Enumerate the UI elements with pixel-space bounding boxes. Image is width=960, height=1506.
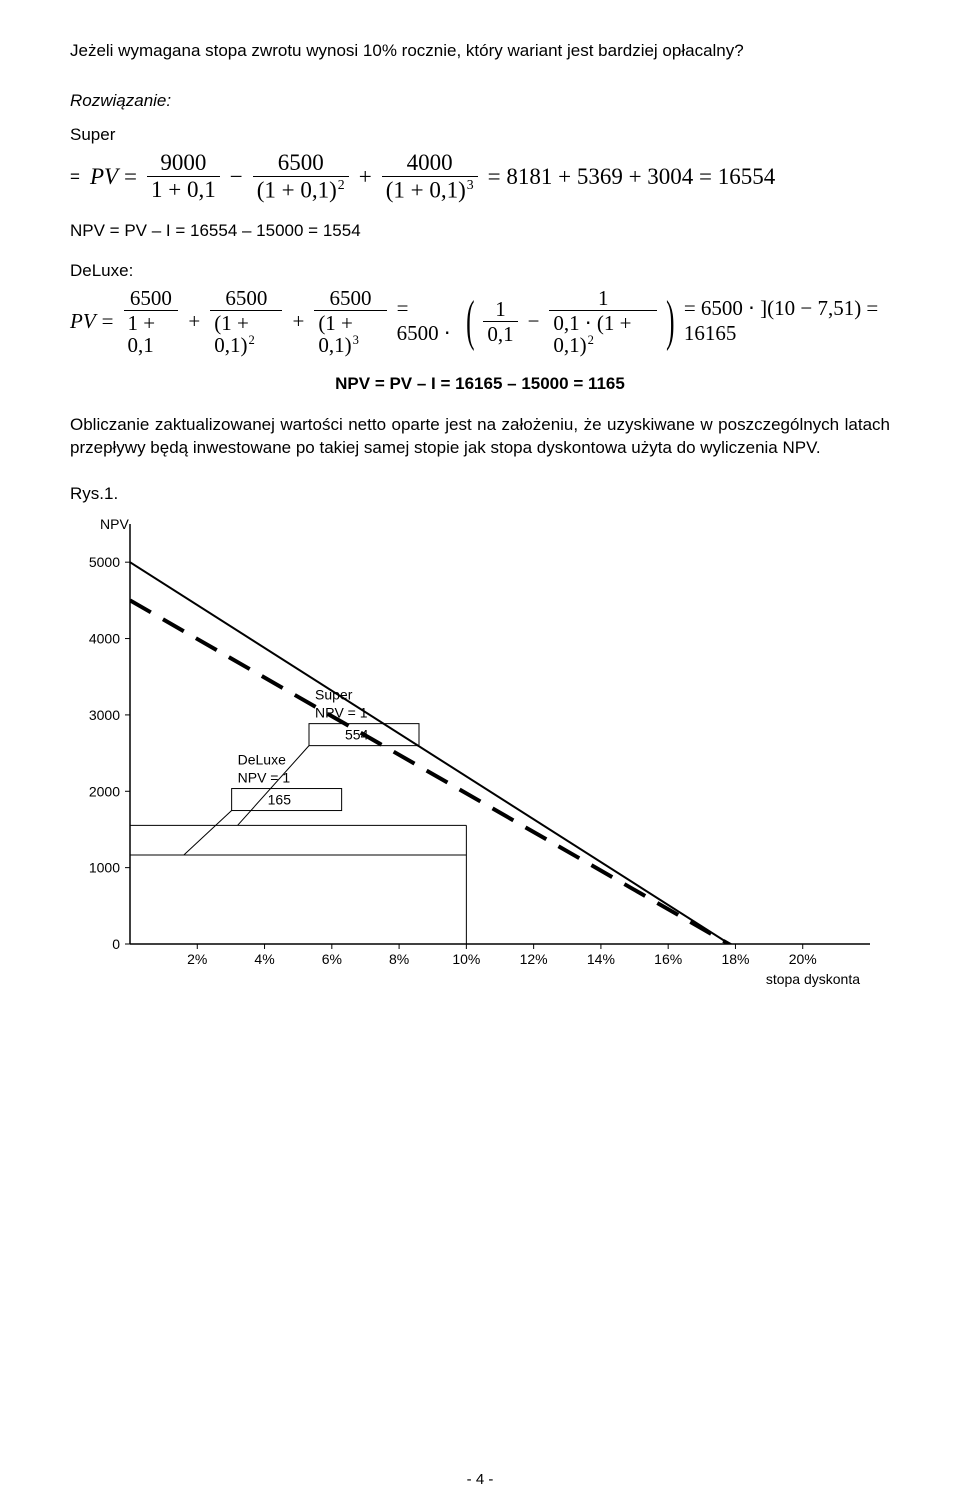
equation-super: = PV = 9000 1 + 0,1 − 6500 (1 + 0,1)2 + … <box>70 151 890 203</box>
eq1-pv: PV <box>90 164 118 190</box>
page-footer: - 4 - <box>0 1471 960 1488</box>
svg-text:5000: 5000 <box>89 554 120 570</box>
svg-text:stopa dyskonta: stopa dyskonta <box>766 971 860 987</box>
svg-text:4%: 4% <box>254 951 274 967</box>
right-bracket-icon: ) <box>666 299 674 344</box>
svg-text:8%: 8% <box>389 951 409 967</box>
svg-text:NPV: NPV <box>100 516 129 532</box>
intro-text: Jeżeli wymagana stopa zwrotu wynosi 10% … <box>70 40 890 63</box>
svg-text:2%: 2% <box>187 951 207 967</box>
eq1-tail: = 8181 + 5369 + 3004 = 16554 <box>488 164 776 190</box>
figure-label: Rys.1. <box>70 484 890 504</box>
svg-text:Super: Super <box>315 687 353 703</box>
left-bracket-icon: ( <box>466 299 474 344</box>
super-label: Super <box>70 125 890 145</box>
eq1-frac1: 9000 1 + 0,1 <box>147 151 220 202</box>
solve-heading: Rozwiązanie: <box>70 91 890 111</box>
svg-text:554: 554 <box>345 727 369 743</box>
npv-line-2: NPV = PV – I = 16165 – 15000 = 1165 <box>70 374 890 394</box>
eq1-frac3: 4000 (1 + 0,1)3 <box>382 151 478 203</box>
svg-text:DeLuxe: DeLuxe <box>238 751 286 767</box>
svg-text:0: 0 <box>112 936 120 952</box>
eq1-lead: = <box>70 167 80 187</box>
eq1-eq: = <box>124 164 137 190</box>
npv-chart: 0 1000 2000 3000 4000 5000 2% 4% 6% 8% 10% 12% 14% 16… <box>70 514 890 999</box>
svg-text:14%: 14% <box>587 951 615 967</box>
svg-text:20%: 20% <box>789 951 817 967</box>
svg-text:2000: 2000 <box>89 783 120 799</box>
svg-text:6%: 6% <box>322 951 342 967</box>
svg-text:NPV = 1: NPV = 1 <box>315 705 368 721</box>
deluxe-label: DeLuxe: <box>70 261 890 281</box>
eq1-frac2: 6500 (1 + 0,1)2 <box>253 151 349 203</box>
svg-text:3000: 3000 <box>89 707 120 723</box>
svg-text:16%: 16% <box>654 951 682 967</box>
svg-text:165: 165 <box>268 791 292 807</box>
svg-text:4000: 4000 <box>89 630 120 646</box>
svg-text:10%: 10% <box>452 951 480 967</box>
svg-text:12%: 12% <box>520 951 548 967</box>
npv-line-1: NPV = PV – I = 16554 – 15000 = 1554 <box>70 221 890 241</box>
svg-text:NPV = 1: NPV = 1 <box>238 769 291 785</box>
paragraph-text: Obliczanie zaktualizowanej wartości nett… <box>70 414 890 460</box>
equation-deluxe: PV = 6500 1 + 0,1 + 6500 (1 + 0,1)2 + 65… <box>70 287 890 356</box>
svg-text:1000: 1000 <box>89 860 120 876</box>
svg-text:18%: 18% <box>721 951 749 967</box>
